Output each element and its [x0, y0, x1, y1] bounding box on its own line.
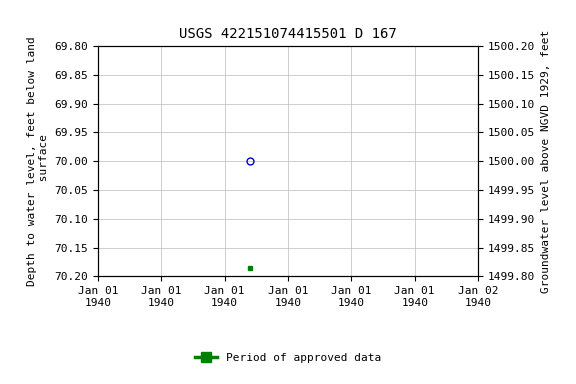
Y-axis label: Depth to water level, feet below land
 surface: Depth to water level, feet below land su…	[27, 36, 49, 286]
Title: USGS 422151074415501 D 167: USGS 422151074415501 D 167	[179, 27, 397, 41]
Legend: Period of approved data: Period of approved data	[191, 349, 385, 368]
Y-axis label: Groundwater level above NGVD 1929, feet: Groundwater level above NGVD 1929, feet	[541, 30, 551, 293]
